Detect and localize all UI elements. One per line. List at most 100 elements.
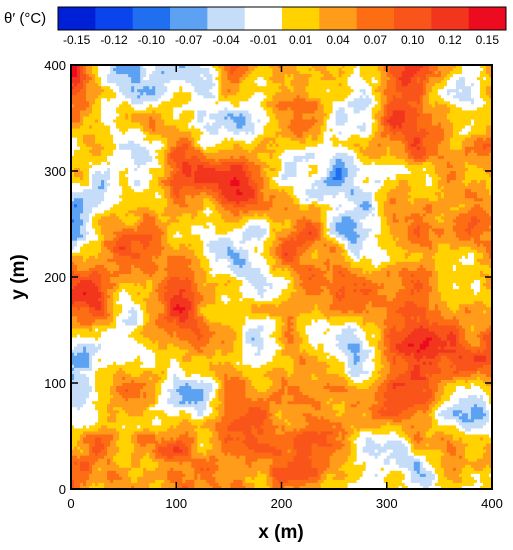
- heatmap-cell: [278, 68, 282, 72]
- heatmap-cell: [95, 104, 99, 108]
- heatmap-cell: [176, 104, 180, 108]
- heatmap-cell: [458, 74, 463, 78]
- heatmap-cell: [284, 104, 288, 108]
- heatmap-cell: [341, 65, 346, 69]
- heatmap-cell: [170, 68, 174, 72]
- heatmap-cell: [368, 110, 373, 114]
- heatmap-cell: [371, 77, 376, 81]
- heatmap-cell: [197, 83, 201, 87]
- heatmap-cell: [332, 146, 337, 151]
- heatmap-cell: [311, 74, 315, 78]
- heatmap-cell: [386, 116, 391, 120]
- heatmap-cell: [296, 131, 300, 136]
- heatmap-cell: [230, 86, 234, 90]
- heatmap-cell: [275, 134, 279, 139]
- heatmap-cell: [428, 134, 433, 139]
- heatmap-cell: [470, 152, 475, 157]
- heatmap-cell: [455, 131, 460, 136]
- heatmap-cell: [158, 122, 162, 126]
- heatmap-cell: [452, 107, 457, 111]
- heatmap-cell: [83, 122, 87, 126]
- heatmap-cell: [152, 113, 156, 117]
- heatmap-cell: [263, 92, 267, 96]
- heatmap-cell: [317, 143, 321, 148]
- heatmap-cell: [239, 171, 243, 175]
- heatmap-cell: [437, 131, 442, 136]
- heatmap-cell: [380, 137, 385, 142]
- heatmap-cell: [461, 113, 466, 117]
- heatmap-cell: [410, 80, 415, 84]
- heatmap-cell: [428, 92, 433, 96]
- heatmap-cell: [209, 155, 213, 160]
- heatmap-cell: [113, 65, 117, 69]
- heatmap-cell: [197, 116, 201, 120]
- heatmap-cell: [446, 77, 451, 81]
- heatmap-cell: [419, 74, 424, 78]
- heatmap-cell: [140, 155, 144, 160]
- heatmap-cell: [428, 164, 433, 169]
- heatmap-cell: [443, 137, 448, 142]
- heatmap-cell: [146, 89, 150, 93]
- heatmap-cell: [122, 89, 126, 93]
- heatmap-cell: [110, 98, 114, 102]
- heatmap-cell: [365, 68, 370, 72]
- heatmap-cell: [452, 92, 457, 96]
- heatmap-cell: [329, 134, 334, 139]
- heatmap-cell: [455, 95, 460, 99]
- heatmap-cell: [368, 107, 373, 111]
- heatmap-cell: [86, 152, 90, 157]
- heatmap-cell: [248, 164, 252, 169]
- heatmap-cell: [179, 71, 183, 75]
- heatmap-cell: [224, 158, 228, 163]
- heatmap-cell: [161, 137, 165, 142]
- heatmap-cell: [440, 74, 445, 78]
- heatmap-cell: [425, 92, 430, 96]
- heatmap-cell: [401, 128, 406, 133]
- heatmap-cell: [257, 149, 261, 154]
- heatmap-cell: [437, 116, 442, 120]
- heatmap-cell: [419, 98, 424, 102]
- heatmap-cell: [485, 146, 490, 151]
- heatmap-cell: [290, 146, 294, 151]
- heatmap-cell: [251, 89, 255, 93]
- heatmap-cell: [110, 92, 114, 96]
- heatmap-cell: [128, 137, 132, 142]
- heatmap-cell: [158, 107, 162, 111]
- heatmap-cell: [464, 155, 469, 160]
- heatmap-cell: [257, 110, 261, 114]
- heatmap-cell: [266, 80, 270, 84]
- heatmap-cell: [305, 86, 309, 90]
- heatmap-cell: [74, 167, 78, 172]
- heatmap-cell: [308, 68, 312, 72]
- heatmap-cell: [422, 131, 427, 136]
- heatmap-cell: [386, 89, 391, 93]
- heatmap-cell: [173, 107, 177, 111]
- heatmap-cell: [302, 110, 306, 114]
- heatmap-cell: [71, 134, 75, 139]
- heatmap-cell: [89, 125, 93, 129]
- heatmap-cell: [152, 143, 156, 148]
- heatmap-cell: [185, 95, 189, 99]
- heatmap-cell: [413, 77, 418, 81]
- heatmap-cell: [413, 83, 418, 87]
- heatmap-cell: [275, 137, 279, 142]
- heatmap-cell: [179, 80, 183, 84]
- heatmap-cell: [221, 74, 225, 78]
- heatmap-cell: [350, 104, 355, 108]
- heatmap-cell: [278, 167, 282, 172]
- heatmap-cell: [179, 86, 183, 90]
- heatmap-cell: [203, 146, 207, 151]
- heatmap-cell: [137, 158, 141, 163]
- heatmap-cell: [254, 122, 258, 126]
- heatmap-cell: [488, 83, 492, 87]
- heatmap-cell: [368, 80, 373, 84]
- heatmap-cell: [164, 134, 168, 139]
- heatmap-cell: [410, 74, 415, 78]
- heatmap-cell: [167, 101, 171, 105]
- heatmap-cell: [446, 92, 451, 96]
- heatmap-cell: [392, 104, 397, 108]
- heatmap-cell: [122, 65, 126, 69]
- heatmap-cell: [443, 107, 448, 111]
- heatmap-cell: [467, 113, 472, 117]
- heatmap-cell: [305, 95, 309, 99]
